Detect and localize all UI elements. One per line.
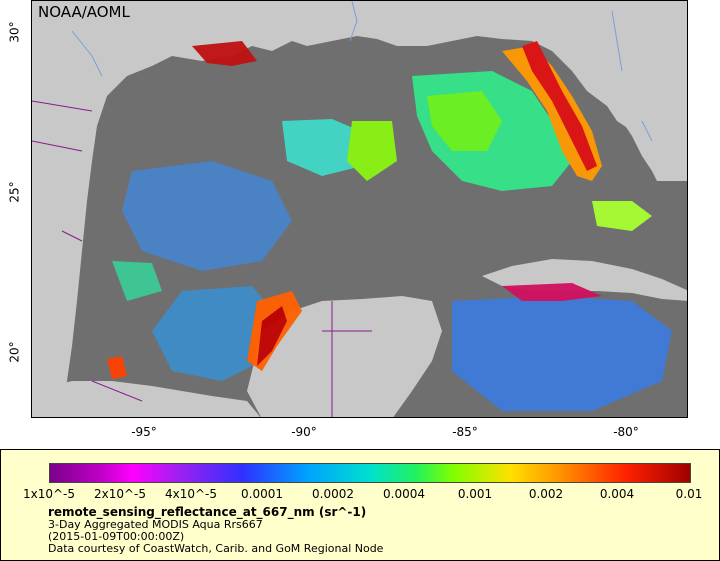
y-tick-label: 30°	[7, 21, 22, 43]
legend-title: remote_sensing_reflectance_at_667_nm (sr…	[48, 505, 367, 519]
colorbar-label: 4x10^-5	[164, 487, 218, 501]
map-area[interactable]: NOAA/AOML	[31, 0, 688, 418]
reflectance-field	[107, 41, 672, 411]
x-tick-label: -85°	[452, 425, 478, 439]
land-yucatan	[247, 296, 442, 417]
colorbar-label: 1x10^-5	[22, 487, 76, 501]
x-tick-label: -95°	[131, 425, 157, 439]
colorbar-label: 0.0004	[383, 487, 425, 501]
colorbar-label: 0.0002	[312, 487, 354, 501]
colorbar-label: 2x10^-5	[93, 487, 147, 501]
colorbar-label: 0.0001	[241, 487, 283, 501]
map-canvas	[32, 1, 687, 417]
x-tick-label: -80°	[613, 425, 639, 439]
legend-panel: 1x10^-5 2x10^-5 4x10^-5 0.0001 0.0002 0.…	[0, 449, 720, 561]
rivers	[71, 1, 653, 142]
x-tick-label: -90°	[291, 425, 317, 439]
political-borders	[32, 100, 372, 417]
y-tick-label: 20°	[7, 341, 22, 363]
legend-time: (2015-01-09T00:00:00Z)	[48, 530, 185, 543]
land-mexico-south	[32, 381, 261, 417]
land-florida	[542, 1, 687, 181]
colorbar	[49, 463, 691, 483]
y-tick-label: 25°	[7, 181, 22, 203]
legend-credit: Data courtesy of CoastWatch, Carib. and …	[48, 542, 384, 555]
credit-label: NOAA/AOML	[38, 3, 130, 21]
colorbar-label: 0.004	[599, 487, 635, 501]
legend-dataset: 3-Day Aggregated MODIS Aqua Rrs667	[48, 518, 263, 531]
colorbar-label: 0.001	[457, 487, 493, 501]
colorbar-label: 0.002	[528, 487, 564, 501]
colorbar-label: 0.01	[675, 487, 703, 501]
